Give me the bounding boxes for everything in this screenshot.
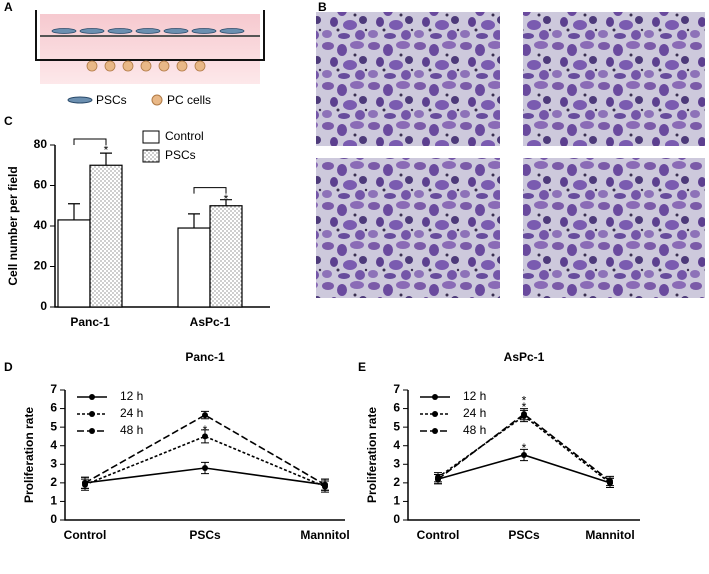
legend-swatch xyxy=(142,130,160,144)
y-tick-label: 5 xyxy=(393,419,400,433)
bar xyxy=(209,205,243,308)
legend-label: 24 h xyxy=(463,406,486,420)
point xyxy=(202,433,208,440)
y-tick-label: 40 xyxy=(34,218,48,232)
micrograph xyxy=(523,12,705,146)
x-tick-label: Panc-1 xyxy=(70,315,110,329)
error-bar xyxy=(188,213,200,229)
schematic: PSCs PC cells xyxy=(35,10,265,107)
panel-label: D xyxy=(4,360,13,374)
y-tick-label: 1 xyxy=(393,494,400,508)
legend-marker xyxy=(89,428,95,434)
legend-marker xyxy=(432,428,438,434)
point xyxy=(82,479,88,486)
bar xyxy=(57,219,91,308)
annotation: * xyxy=(522,394,527,408)
error-bar xyxy=(68,203,80,220)
panel-label: B xyxy=(318,0,327,14)
micrograph xyxy=(316,158,500,298)
micrographs xyxy=(316,12,705,298)
legend-marker xyxy=(432,394,438,400)
y-tick-label: 5 xyxy=(50,419,57,433)
y-tick-label: 3 xyxy=(393,456,400,470)
y-tick-label: 6 xyxy=(50,401,57,415)
x-tick-label: PSCs xyxy=(508,528,540,542)
series-line xyxy=(84,435,326,488)
y-axis-label: Proliferation rate xyxy=(22,407,36,503)
x-tick-label: AsPc-1 xyxy=(190,315,231,329)
point xyxy=(435,476,441,483)
y-axis-label: Proliferation rate xyxy=(365,407,379,503)
y-tick-label: 4 xyxy=(393,438,400,452)
y-tick-label: 60 xyxy=(34,178,48,192)
annotation: * xyxy=(522,400,527,414)
x-tick-label: Control xyxy=(64,528,107,542)
point xyxy=(521,411,527,418)
x-tick-label: Mannitol xyxy=(585,528,634,542)
y-tick-label: 0 xyxy=(40,299,47,313)
legend-marker xyxy=(89,394,95,400)
y-tick-label: 0 xyxy=(393,512,400,526)
y-tick-label: 1 xyxy=(50,494,57,508)
point xyxy=(202,412,208,419)
micrograph xyxy=(523,158,705,298)
legend-label: 12 h xyxy=(120,389,143,403)
chart-title: AsPc-1 xyxy=(504,350,545,364)
legend-label: 12 h xyxy=(463,389,486,403)
series-line xyxy=(437,413,611,482)
schematic-legend: PSCs xyxy=(96,93,127,107)
x-tick-label: PSCs xyxy=(189,528,221,542)
legend-label: 24 h xyxy=(120,406,143,420)
point xyxy=(322,481,328,488)
legend-marker xyxy=(89,411,95,417)
x-tick-label: Control xyxy=(417,528,460,542)
legend-marker xyxy=(432,411,438,417)
y-tick-label: 7 xyxy=(50,382,57,396)
annotation: * xyxy=(104,143,109,157)
legend-swatch xyxy=(142,149,160,163)
significance-bracket xyxy=(193,187,227,194)
y-tick-label: 2 xyxy=(50,475,57,489)
chart-title: Panc-1 xyxy=(185,350,225,364)
error-bar xyxy=(220,199,232,206)
point xyxy=(521,452,527,458)
y-tick-label: 4 xyxy=(50,438,57,452)
legend-label: PSCs xyxy=(165,148,196,162)
y-tick-label: 20 xyxy=(34,259,48,273)
micrograph xyxy=(316,12,500,146)
y-tick-label: 0 xyxy=(50,512,57,526)
legend-label: 48 h xyxy=(120,423,143,437)
x-tick-label: Mannitol xyxy=(300,528,349,542)
error-bar xyxy=(100,152,112,166)
annotation: * xyxy=(522,441,527,455)
panel-label: A xyxy=(4,0,13,14)
y-tick-label: 6 xyxy=(393,401,400,415)
schematic-legend: PC cells xyxy=(167,93,211,107)
bar xyxy=(177,227,211,308)
series-line xyxy=(84,414,326,486)
panel-label: C xyxy=(4,114,13,128)
y-tick-label: 3 xyxy=(50,456,57,470)
y-tick-label: 7 xyxy=(393,382,400,396)
significance-bracket xyxy=(73,138,107,146)
y-tick-label: 80 xyxy=(34,137,48,151)
y-tick-label: 2 xyxy=(393,475,400,489)
legend-label: 48 h xyxy=(463,423,486,437)
annotation: * xyxy=(224,192,229,206)
panel-label: E xyxy=(358,360,366,374)
axes xyxy=(64,390,345,521)
point xyxy=(607,478,613,484)
legend-label: Control xyxy=(165,129,204,143)
bar xyxy=(89,164,123,308)
annotation: * xyxy=(203,423,208,437)
point xyxy=(202,465,208,471)
y-axis-label: Cell number per field xyxy=(6,166,20,285)
